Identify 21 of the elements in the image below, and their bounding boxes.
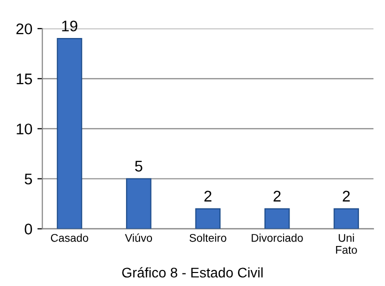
data-label: 19 (62, 20, 78, 32)
data-label: 2 (274, 190, 281, 202)
bar (195, 208, 221, 229)
x-tick-label: Uni Fato (336, 234, 357, 254)
bar (264, 208, 290, 229)
bar (56, 38, 82, 229)
data-label: 2 (342, 190, 350, 202)
bar (334, 208, 359, 229)
text: Gráfico 8 - Estado Civil (122, 267, 263, 278)
x-tick-label: Viúvo (124, 234, 152, 242)
y-tick-label: 0 (24, 224, 32, 234)
data-label: 2 (204, 190, 212, 202)
data-label: 5 (135, 160, 142, 172)
y-tick-label: 20 (16, 23, 32, 34)
x-tick-label: Divorciado (252, 234, 303, 242)
x-tick-label: Casado (50, 234, 88, 242)
y-tick-label: 5 (24, 174, 32, 184)
y-tick-label: 15 (16, 74, 32, 84)
y-tick-label: 10 (16, 124, 32, 134)
x-tick-label: Solteiro (190, 234, 226, 242)
bar (126, 178, 152, 229)
